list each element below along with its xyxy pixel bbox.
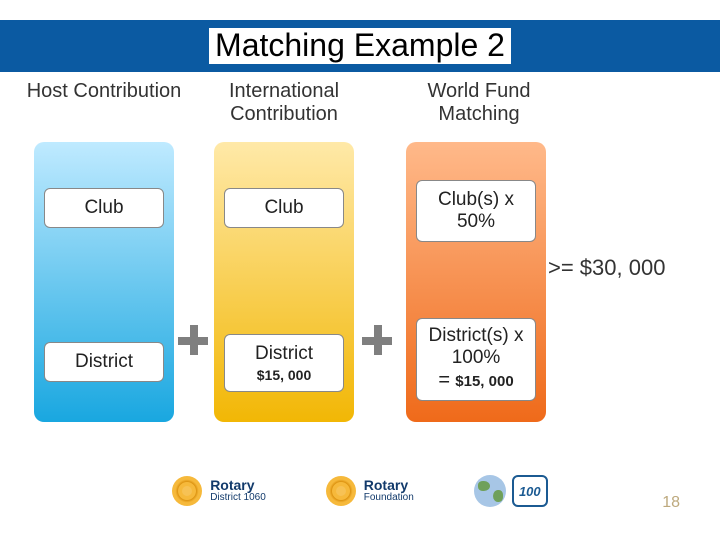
logo-text: Rotary Foundation <box>364 478 414 503</box>
logo-left-sub: District 1060 <box>210 493 266 504</box>
footer-logos: Rotary District 1060 Rotary Foundation 1… <box>0 460 720 522</box>
pillar-international: Club District $15, 000 <box>214 142 354 422</box>
box-wf-district-amount: $15, 000 <box>455 373 513 390</box>
box-intl-club: Club <box>224 188 344 228</box>
logo-rotary-foundation: Rotary Foundation <box>326 476 414 506</box>
rotary-wheel-icon <box>326 476 356 506</box>
logo-center-main: Rotary <box>364 477 408 493</box>
plus-icon <box>362 325 392 355</box>
page-title: Matching Example 2 <box>209 28 511 63</box>
col-header-host: Host Contribution <box>24 80 184 103</box>
title-bar: Matching Example 2 <box>0 20 720 72</box>
equals-sign: = <box>438 369 450 391</box>
result-total: >= $30, 000 <box>548 255 665 281</box>
col-header-worldfund: World Fund Matching <box>399 80 559 126</box>
plus-icon <box>178 325 208 355</box>
logo-text: Rotary District 1060 <box>210 478 266 503</box>
pillar-worldfund: Club(s) x 50% District(s) x 100% = $15, … <box>406 142 546 422</box>
logo-left-main: Rotary <box>210 477 254 493</box>
box-intl-district-label: District <box>255 343 313 364</box>
box-wf-club: Club(s) x 50% <box>416 180 536 242</box>
logo-trf-centennial: 100 <box>474 475 548 507</box>
globe-icon <box>474 475 506 507</box>
box-host-club: Club <box>44 188 164 228</box>
box-wf-district-label: District(s) x 100% <box>429 325 524 368</box>
col-header-international: International Contribution <box>204 80 364 126</box>
logo-center-sub: Foundation <box>364 493 414 504</box>
page-number: 18 <box>662 494 680 512</box>
box-host-district: District <box>44 342 164 382</box>
box-intl-district: District $15, 000 <box>224 334 344 392</box>
logo-rotary-district: Rotary District 1060 <box>172 476 266 506</box>
pillar-host: Club District <box>34 142 174 422</box>
box-intl-district-amount: $15, 000 <box>229 367 339 383</box>
rotary-wheel-icon <box>172 476 202 506</box>
box-wf-district: District(s) x 100% = $15, 000 <box>416 318 536 401</box>
hundred-badge-icon: 100 <box>512 475 548 507</box>
